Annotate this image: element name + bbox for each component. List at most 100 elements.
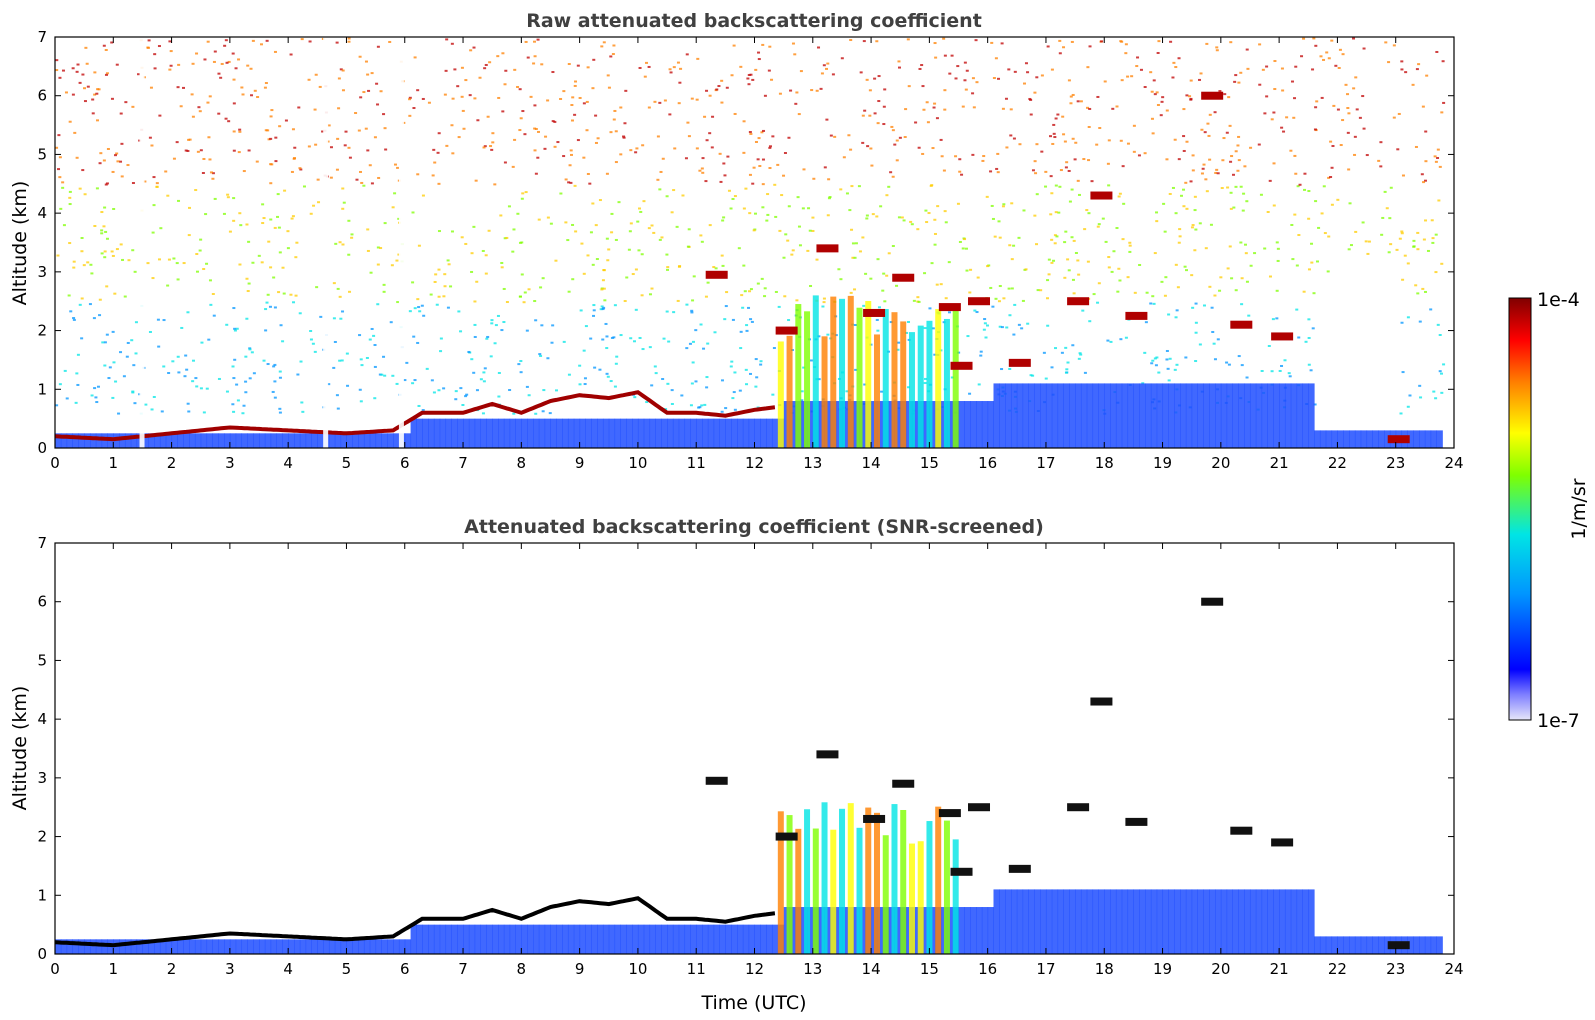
aerosol-column bbox=[1238, 383, 1245, 448]
x-tick-label: 24 bbox=[1444, 960, 1463, 978]
noise-pixel bbox=[102, 44, 106, 47]
aerosol-column bbox=[171, 939, 178, 954]
noise-pixel bbox=[524, 40, 528, 43]
aerosol-column bbox=[84, 433, 91, 448]
noise-pixel bbox=[339, 68, 343, 71]
noise-pixel bbox=[1150, 362, 1154, 365]
noise-pixel bbox=[1056, 113, 1060, 116]
noise-pixel bbox=[362, 184, 366, 187]
aerosol-column bbox=[748, 418, 755, 448]
noise-pixel bbox=[217, 377, 221, 380]
noise-pixel bbox=[212, 314, 216, 317]
noise-pixel bbox=[261, 222, 265, 225]
noise-pixel bbox=[794, 102, 798, 105]
noise-pixel bbox=[146, 262, 150, 265]
aerosol-column bbox=[964, 907, 971, 954]
noise-pixel bbox=[472, 46, 476, 49]
noise-pixel bbox=[183, 375, 187, 378]
noise-pixel bbox=[1076, 100, 1080, 103]
noise-pixel bbox=[55, 69, 59, 72]
noise-pixel bbox=[1300, 55, 1304, 58]
noise-pixel bbox=[1436, 148, 1440, 151]
noise-pixel bbox=[236, 399, 240, 402]
noise-pixel bbox=[973, 309, 977, 312]
noise-pixel bbox=[237, 58, 241, 61]
noise-pixel bbox=[1310, 261, 1314, 264]
noise-pixel bbox=[1182, 149, 1186, 152]
aerosol-column bbox=[999, 383, 1006, 448]
noise-pixel bbox=[851, 256, 855, 259]
noise-pixel bbox=[645, 61, 649, 64]
noise-pixel bbox=[1440, 111, 1444, 114]
noise-pixel bbox=[273, 396, 277, 399]
noise-pixel bbox=[1007, 287, 1011, 290]
noise-pixel bbox=[1240, 303, 1244, 306]
cloud-feature bbox=[968, 803, 991, 812]
noise-pixel bbox=[842, 156, 846, 159]
convective-column bbox=[777, 811, 784, 954]
aerosol-column bbox=[194, 939, 202, 954]
noise-pixel bbox=[677, 102, 681, 105]
aerosol-column bbox=[259, 433, 266, 448]
x-tick-label: 1 bbox=[109, 454, 119, 472]
aerosol-column bbox=[451, 924, 458, 954]
noise-pixel bbox=[250, 351, 254, 354]
noise-pixel bbox=[350, 236, 354, 239]
noise-pixel bbox=[1290, 223, 1294, 226]
cloud-feature bbox=[1387, 435, 1410, 444]
noise-pixel bbox=[1177, 57, 1181, 60]
noise-pixel bbox=[797, 225, 801, 228]
noise-pixel bbox=[739, 347, 743, 350]
noise-pixel bbox=[1241, 209, 1245, 212]
noise-pixel bbox=[594, 141, 598, 144]
noise-pixel bbox=[942, 169, 946, 172]
aerosol-column bbox=[1104, 889, 1111, 954]
noise-pixel bbox=[534, 319, 538, 322]
noise-pixel bbox=[766, 193, 770, 196]
noise-pixel bbox=[101, 341, 105, 344]
noise-pixel bbox=[666, 382, 670, 385]
noise-pixel bbox=[341, 89, 345, 92]
noise-pixel bbox=[624, 89, 628, 92]
noise-pixel bbox=[802, 366, 806, 369]
noise-pixel bbox=[1071, 344, 1075, 347]
convective-column bbox=[865, 807, 872, 954]
noise-pixel bbox=[1336, 198, 1340, 201]
noise-pixel bbox=[822, 297, 826, 300]
aerosol-column bbox=[707, 924, 715, 954]
aerosol-column bbox=[1302, 383, 1309, 448]
noise-pixel bbox=[69, 310, 73, 313]
noise-pixel bbox=[954, 77, 958, 80]
noise-pixel bbox=[1207, 134, 1211, 137]
noise-pixel bbox=[408, 114, 412, 117]
aerosol-column bbox=[1057, 383, 1064, 448]
noise-pixel bbox=[989, 170, 993, 173]
noise-pixel bbox=[1358, 116, 1362, 119]
noise-pixel bbox=[875, 318, 879, 321]
noise-pixel bbox=[861, 236, 865, 239]
noise-pixel bbox=[1167, 313, 1171, 316]
noise-pixel bbox=[341, 310, 345, 313]
noise-pixel bbox=[358, 388, 362, 391]
convective-column bbox=[804, 311, 811, 448]
noise-pixel bbox=[1087, 212, 1091, 215]
noise-pixel bbox=[119, 351, 123, 354]
noise-pixel bbox=[251, 39, 255, 42]
noise-pixel bbox=[1068, 200, 1072, 203]
noise-pixel bbox=[72, 260, 76, 263]
aerosol-column bbox=[1110, 383, 1117, 448]
noise-pixel bbox=[315, 286, 319, 289]
noise-pixel bbox=[1194, 321, 1198, 324]
noise-pixel bbox=[1132, 124, 1136, 127]
noise-pixel bbox=[562, 155, 566, 158]
data-gap bbox=[398, 37, 404, 448]
noise-pixel bbox=[516, 212, 520, 215]
noise-pixel bbox=[921, 152, 925, 155]
noise-pixel bbox=[858, 250, 862, 253]
noise-pixel bbox=[1234, 185, 1238, 188]
noise-pixel bbox=[1085, 209, 1089, 212]
noise-pixel bbox=[462, 127, 466, 130]
noise-pixel bbox=[286, 230, 290, 233]
noise-pixel bbox=[318, 85, 322, 88]
noise-pixel bbox=[1171, 76, 1175, 79]
